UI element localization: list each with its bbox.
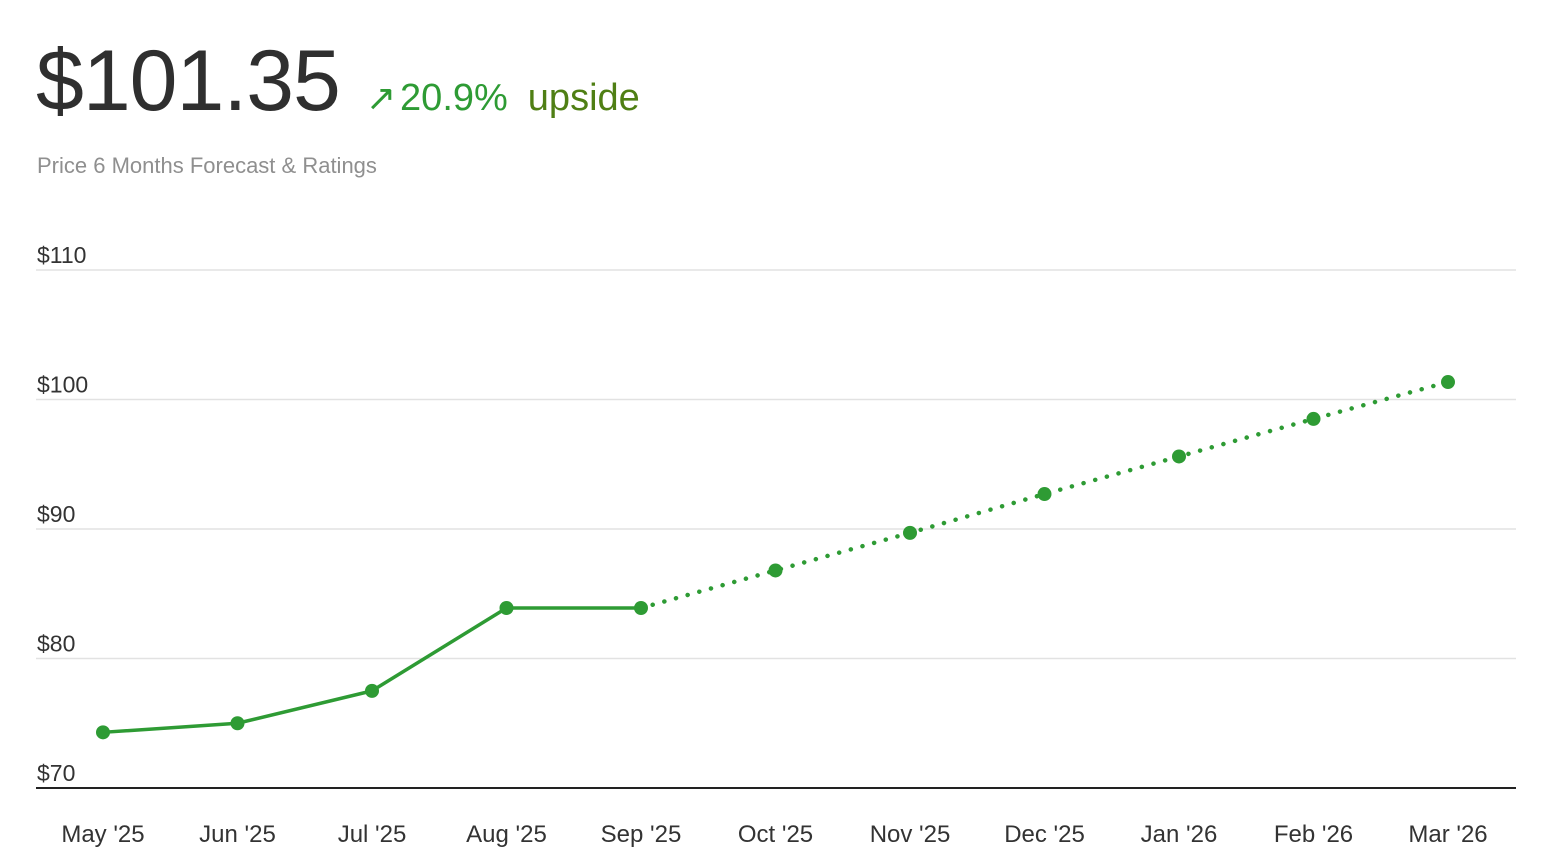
data-point <box>365 683 379 698</box>
x-tick-label: Oct '25 <box>738 821 813 848</box>
x-tick-label: Jun '25 <box>199 821 276 848</box>
data-point <box>230 716 245 731</box>
data-point <box>499 600 514 615</box>
y-tick-label: $70 <box>37 760 75 786</box>
y-tick-label: $80 <box>37 631 75 657</box>
grid-lines <box>36 269 1516 789</box>
current-forecast-price: $101.35 <box>36 33 341 129</box>
price-header: $101.35 ↗ 20.9% upside <box>36 38 640 124</box>
x-tick-label: Feb '26 <box>1274 821 1353 848</box>
x-tick-label: Aug '25 <box>466 821 547 848</box>
series-points <box>96 375 1455 740</box>
data-point <box>1172 449 1186 464</box>
y-axis-ticks: $70 $80 $90 $100 $110 <box>37 242 88 786</box>
upside-label: upside <box>527 77 640 119</box>
y-tick-label: $110 <box>37 242 86 268</box>
x-tick-label: Nov '25 <box>870 821 951 848</box>
data-point <box>1441 375 1455 390</box>
data-point <box>1037 487 1052 502</box>
change-indicator: ↗ 20.9% <box>366 77 508 120</box>
change-percent: 20.9% <box>400 77 508 119</box>
data-point <box>634 600 648 615</box>
x-tick-label: Jan '26 <box>1141 821 1218 848</box>
x-tick-label: Dec '25 <box>1004 821 1085 848</box>
y-tick-label: $100 <box>37 372 88 398</box>
y-tick-label: $90 <box>37 501 75 527</box>
x-tick-label: May '25 <box>61 821 144 848</box>
x-tick-label: Sep '25 <box>601 821 682 848</box>
x-axis-ticks: May '25 Jun '25 Jul '25 Aug '25 Sep '25 Oct '… <box>61 821 1487 848</box>
arrow-up-right-icon: ↗ <box>365 77 397 118</box>
data-point <box>903 525 917 540</box>
x-tick-label: Mar '26 <box>1408 821 1487 848</box>
series-lines <box>101 379 1451 735</box>
data-point <box>768 563 783 578</box>
data-point <box>1306 411 1321 426</box>
history-line <box>101 606 643 735</box>
data-point <box>96 725 110 740</box>
chart-subtitle: Price 6 Months Forecast & Ratings <box>37 153 377 178</box>
x-tick-label: Jul '25 <box>338 821 407 848</box>
